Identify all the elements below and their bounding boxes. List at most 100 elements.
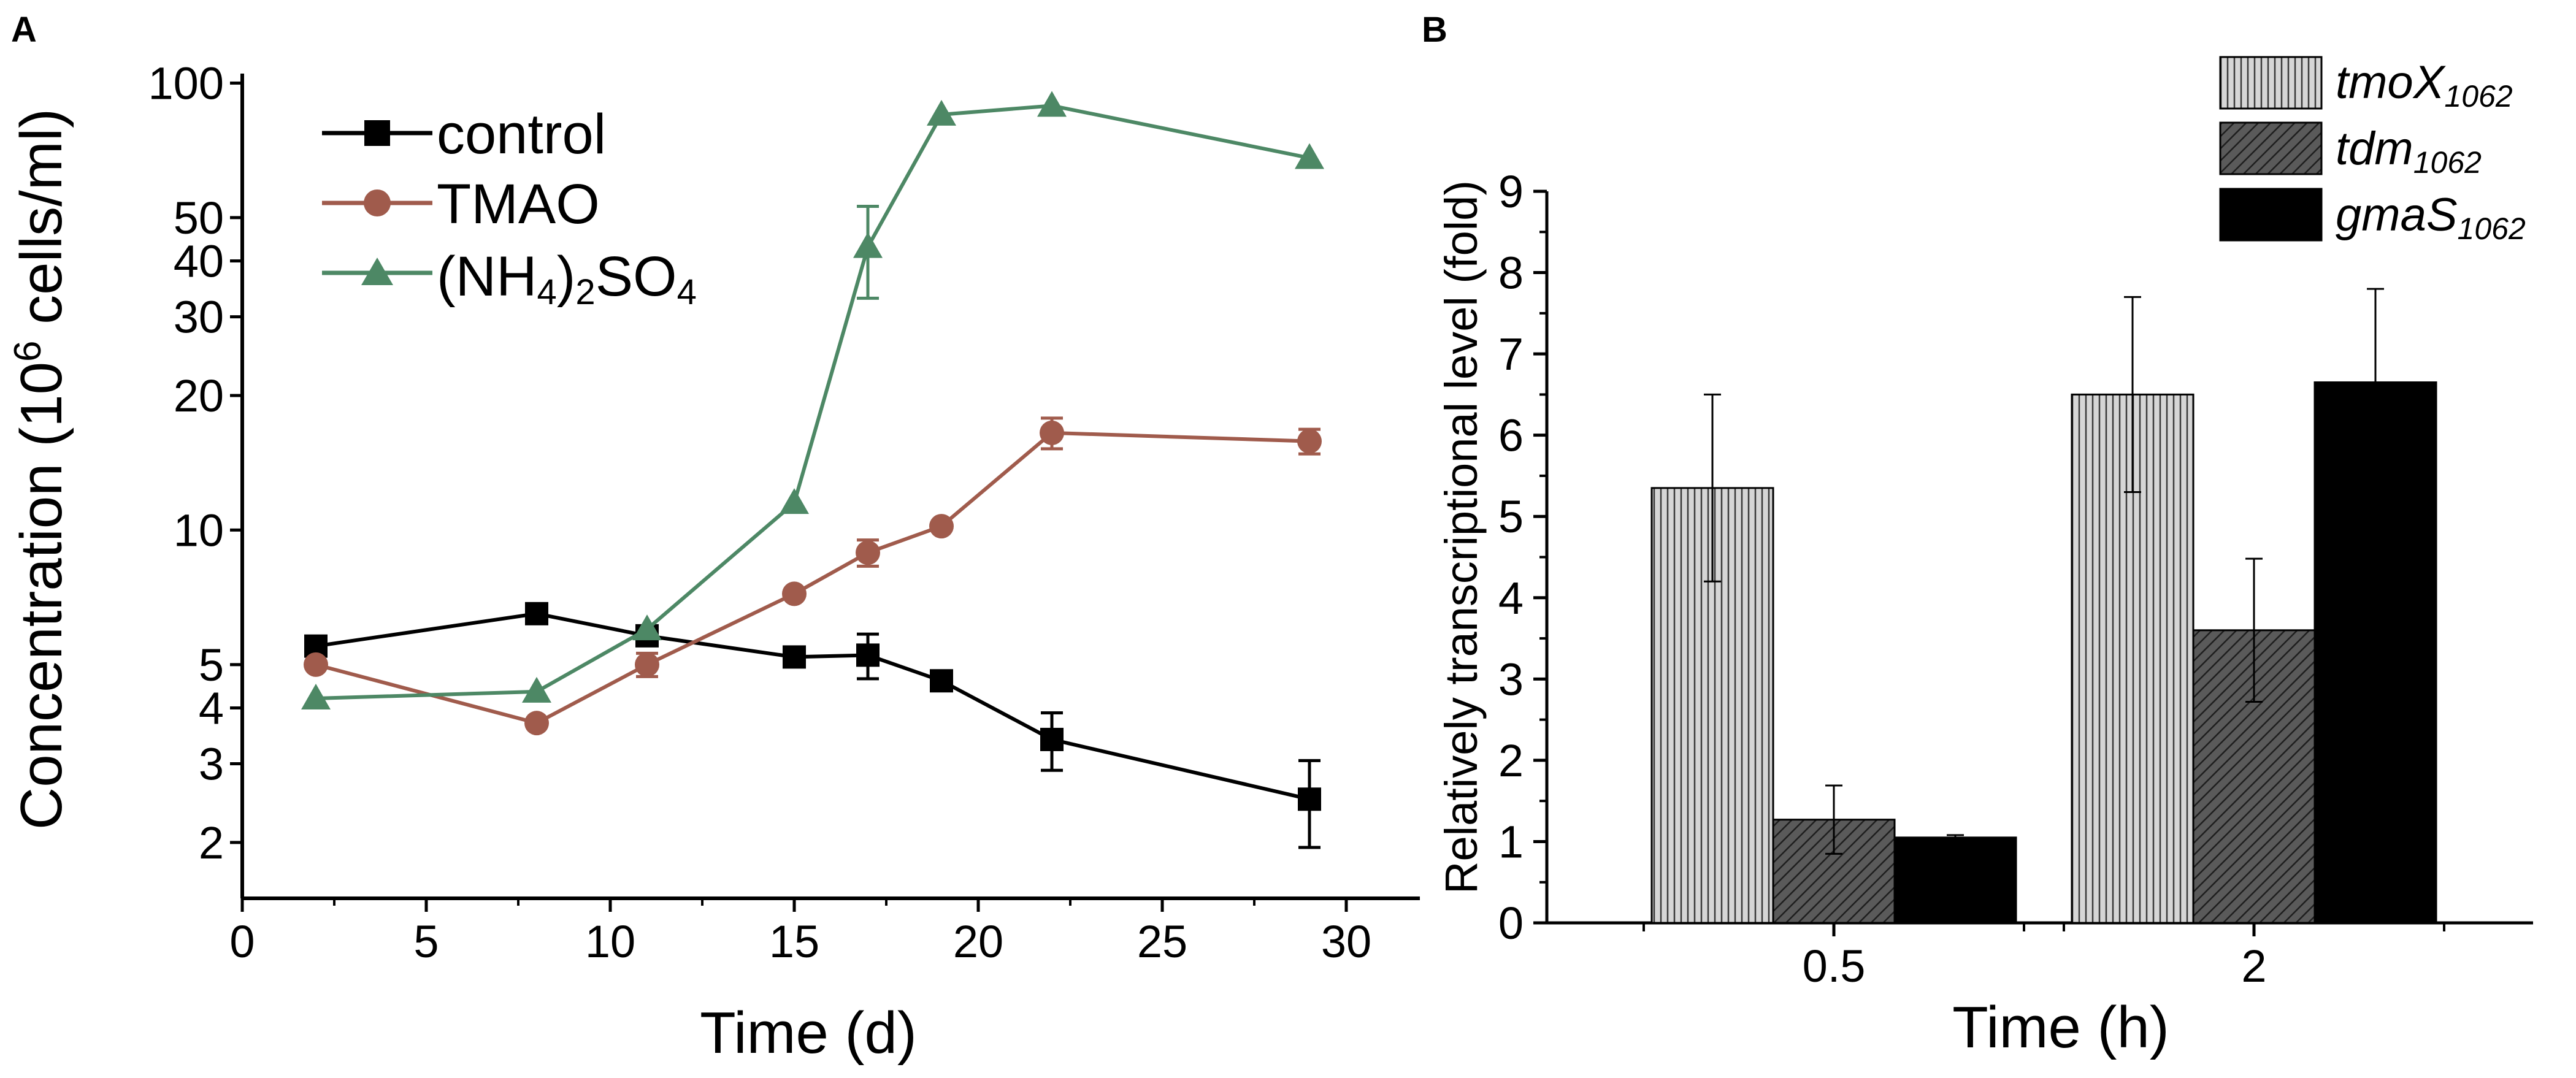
legend-control-label: control (437, 103, 606, 166)
y-title-sup: 6 (7, 341, 49, 362)
panel-a-axes (240, 74, 1420, 900)
y-tick-label: 6 (1498, 410, 1524, 461)
control-point (930, 669, 953, 693)
legend-tmox-swatch (2219, 56, 2323, 110)
control-point (783, 645, 806, 669)
y-tick-label: 7 (1498, 329, 1524, 380)
y-tick-label: 4 (199, 682, 224, 733)
panel-b-x-axis-title: Time (h) (1952, 995, 2169, 1060)
nh4-point (1037, 91, 1067, 117)
y-tick-label: 0 (1498, 898, 1524, 949)
control-line (315, 611, 1310, 801)
tmao-line (315, 430, 1310, 725)
y-title-pre: Concentration (10 (9, 362, 74, 830)
x-tick-label: 15 (769, 916, 819, 967)
legend-nh4-label: (NH4)2SO4 (437, 245, 697, 312)
legend-tmox-label: tmoX1062 (2336, 56, 2513, 113)
tmao-point (856, 540, 880, 565)
legend-tdm-swatch (2219, 121, 2323, 175)
nh4-part-3: SO (596, 245, 677, 308)
series-control (304, 602, 1321, 849)
x-tick-label: 0.5 (1803, 941, 1866, 992)
y-tick-label: 3 (199, 739, 224, 790)
y-tick-label: 100 (148, 58, 224, 109)
y-tick-label: 2 (199, 817, 224, 868)
y-tick-label: 1 (1498, 816, 1524, 867)
panel-b-y-axis-title: Relatively transcriptional level (fold) (1436, 180, 1487, 894)
x-tick-label: 30 (1321, 916, 1371, 967)
bar-gmas (1893, 836, 2017, 924)
y-tick-label: 4 (1498, 573, 1524, 624)
nh4-sub-1: 4 (537, 272, 557, 312)
tmao-point (635, 652, 659, 677)
nh4-point (780, 488, 809, 514)
legend-tmox-sub: 1062 (2444, 79, 2512, 113)
y-tick-label: 30 (174, 292, 224, 343)
x-tick-label: 25 (1137, 916, 1187, 967)
tmao-point (929, 514, 954, 539)
y-title-post: cells/ml) (9, 109, 74, 341)
tmao-point (304, 652, 328, 677)
legend-nh4-marker (361, 258, 393, 285)
legend-tmox-main: tmoX (2336, 56, 2447, 109)
nh4-point (632, 614, 662, 641)
x-tick-label: 20 (953, 916, 1003, 967)
panel-b-legend: tmoX1062 tdm1062 gmaS1062 (2219, 56, 2526, 246)
nh4-sub-3: 4 (677, 272, 697, 312)
panel-a-x-axis-title: Time (d) (700, 1000, 917, 1066)
nh4-point (522, 676, 551, 703)
y-tick-label: 9 (1498, 166, 1524, 217)
legend-gmas-label: gmaS1062 (2336, 189, 2526, 246)
nh4-sub-2: 2 (575, 272, 595, 312)
control-point (525, 602, 548, 625)
tmao-point (1040, 420, 1064, 445)
panel-b-label: B (1422, 10, 1447, 50)
nh4-part-1: (NH (437, 245, 537, 308)
nh4-line (315, 104, 1310, 701)
nh4-point (927, 99, 956, 126)
panel-a-x-ticks: 0 5 10 15 20 25 30 (229, 898, 1371, 967)
x-tick-label: 2 (2241, 941, 2266, 992)
panel-b-y-ticks: 0 1 2 3 4 5 6 7 8 9 (1498, 166, 1547, 949)
panel-a-legend: control TMAO (NH4)2SO4 (322, 103, 697, 312)
y-tick-label: 5 (199, 640, 224, 690)
control-point (856, 643, 880, 667)
y-tick-label: 5 (1498, 491, 1524, 542)
nh4-point (1295, 143, 1324, 169)
series-nh4 (301, 91, 1324, 710)
legend-gmas-swatch (2219, 188, 2323, 242)
y-tick-label: 8 (1498, 248, 1524, 299)
legend-control-marker (364, 120, 390, 146)
legend-tdm-main: tdm (2336, 123, 2413, 175)
legend-gmas-sub: 1062 (2458, 212, 2526, 246)
x-tick-label: 10 (585, 916, 635, 967)
legend-gmas-main: gmaS (2336, 189, 2458, 241)
y-tick-label: 40 (174, 236, 224, 287)
control-point (1040, 727, 1064, 751)
legend-tdm-sub: 1062 (2413, 145, 2482, 180)
x-tick-label: 5 (413, 916, 439, 967)
tmao-point (524, 711, 549, 736)
tmao-point (1297, 429, 1322, 454)
y-tick-label: 20 (174, 370, 224, 421)
control-point (1298, 787, 1321, 811)
nh4-point (853, 232, 883, 258)
y-tick-label: 50 (174, 193, 224, 243)
nh4-point (301, 684, 331, 710)
panel-a-label: A (11, 10, 37, 50)
panel-b-bars (1650, 288, 2437, 924)
nh4-part-2: ) (557, 245, 576, 308)
y-tick-label: 10 (174, 505, 224, 556)
legend-tmao-label: TMAO (437, 173, 600, 235)
legend-tmao-marker (364, 189, 391, 216)
y-tick-label: 2 (1498, 735, 1524, 786)
panel-a-y-axis-title: Concentration (106 cells/ml) (7, 109, 74, 830)
series-tmao (304, 416, 1322, 736)
legend-tdm-label: tdm1062 (2336, 123, 2482, 180)
x-tick-label: 0 (229, 916, 255, 967)
tmao-point (782, 581, 807, 606)
